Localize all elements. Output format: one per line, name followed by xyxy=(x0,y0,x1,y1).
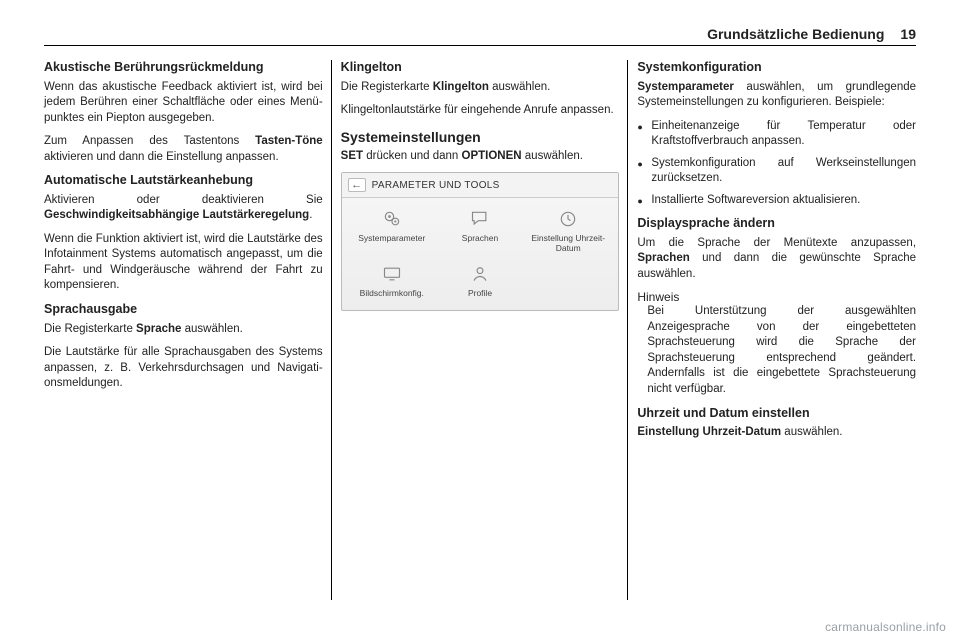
profile-icon xyxy=(468,263,492,285)
list-item: Systemkonfiguration auf Werks­einstellun… xyxy=(637,156,916,187)
column-2: Klingelton Die Registerkarte Klingelton … xyxy=(341,60,620,600)
clock-icon xyxy=(556,208,580,230)
heading-system-settings: Systemeinstellungen xyxy=(341,129,620,145)
system-settings-screenshot: ← PARAMETER UND TOOLS Systemparameter xyxy=(341,172,620,311)
para: Um die Sprache der Menütexte anzu­passen… xyxy=(637,236,916,283)
heading-display-language: Displaysprache ändern xyxy=(637,216,916,232)
bullet-list: Einheitenanzeige für Temperatur oder Kra… xyxy=(637,119,916,209)
note-body: Bei Unterstützung der ausgewählten Anzei… xyxy=(637,304,916,397)
gear-icon xyxy=(380,208,404,230)
column-1: Akustische Berührungsrückmeldung Wenn da… xyxy=(44,60,323,600)
heading-time-date: Uhrzeit und Datum einstellen xyxy=(637,406,916,422)
column-3: Systemkonfiguration Systemparameter ausw… xyxy=(637,60,916,600)
page-number: 19 xyxy=(900,26,916,42)
screenshot-header: ← PARAMETER UND TOOLS xyxy=(342,173,619,198)
para: Aktivieren oder deaktivieren Sie Geschwi… xyxy=(44,193,323,224)
para: Einstellung Uhrzeit-Datum auswäh­len. xyxy=(637,425,916,441)
screenshot-item: Sprachen xyxy=(438,208,522,253)
screenshot-title: PARAMETER UND TOOLS xyxy=(372,180,500,191)
heading-system-config: Systemkonfiguration xyxy=(637,60,916,76)
screenshot-item: Profile xyxy=(438,263,522,298)
note-heading: Hinweis xyxy=(637,290,916,304)
heading-ringtone: Klingelton xyxy=(341,60,620,76)
screenshot-item: Systemparameter xyxy=(350,208,434,253)
speech-icon xyxy=(468,208,492,230)
section-title: Grundsätzliche Bedienung xyxy=(707,26,884,42)
heading-voice-output: Sprachausgabe xyxy=(44,302,323,318)
list-item: Einheitenanzeige für Temperatur oder Kra… xyxy=(637,119,916,150)
para: SET drücken und dann OPTIONEN auswählen. xyxy=(341,149,620,165)
back-icon: ← xyxy=(348,178,366,192)
page-header: Grundsätzliche Bedienung 19 xyxy=(44,26,916,46)
content-columns: Akustische Berührungsrückmeldung Wenn da… xyxy=(44,60,916,600)
watermark: carmanualsonline.info xyxy=(825,620,946,634)
para: Die Registerkarte Sprache auswäh­len. xyxy=(44,322,323,338)
list-item: Installierte Softwareversion aktu­alisie… xyxy=(637,193,916,209)
para: Die Lautstärke für alle Sprachausga­ben … xyxy=(44,345,323,392)
screenshot-item: Einstellung Uhrzeit-Datum xyxy=(526,208,610,253)
para: Systemparameter auswählen, um grundlegen… xyxy=(637,80,916,111)
manual-page: Grundsätzliche Bedienung 19 Akustische B… xyxy=(0,0,960,642)
para: Die Registerkarte Klingelton auswäh­len. xyxy=(341,80,620,96)
para: Klingeltonlautstärke für eingehende Anru… xyxy=(341,103,620,119)
para: Zum Anpassen des Tastentons Tasten-Töne … xyxy=(44,134,323,165)
para: Wenn das akustische Feedback akti­viert … xyxy=(44,80,323,127)
heading-auto-volume: Automatische Lautstärkeanhebung xyxy=(44,173,323,189)
display-icon xyxy=(380,263,404,285)
screenshot-item: Bildschirmkonfig. xyxy=(350,263,434,298)
para: Wenn die Funktion aktiviert ist, wird di… xyxy=(44,232,323,294)
heading-touch-feedback: Akustische Berührungsrückmeldung xyxy=(44,60,323,76)
screenshot-grid: Systemparameter Sprachen Einstellung Uhr… xyxy=(342,198,619,310)
